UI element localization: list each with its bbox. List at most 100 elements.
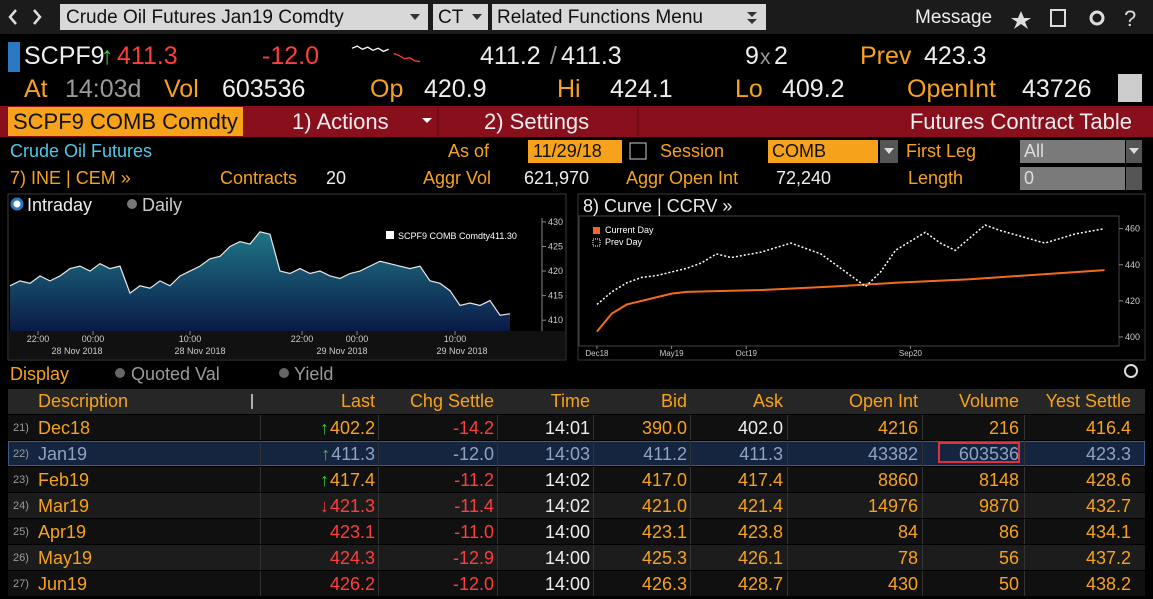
- cell-yest: 437.2: [1085, 548, 1131, 568]
- row-number: 21): [13, 422, 29, 434]
- security-marker: [8, 42, 20, 72]
- zoom-icon[interactable]: [1124, 364, 1138, 378]
- table-row[interactable]: [8, 571, 1145, 596]
- help-icon[interactable]: ?: [1124, 6, 1136, 31]
- as-of-field[interactable]: [528, 140, 622, 163]
- cell-border: [787, 493, 788, 518]
- calendar-icon[interactable]: [629, 142, 647, 160]
- menu-security[interactable]: [8, 107, 243, 136]
- cell-ask: 411.3: [739, 444, 783, 464]
- legend-value: 411.30: [490, 231, 517, 241]
- cell-border: [260, 519, 261, 544]
- dropdown-arrow: [1129, 148, 1139, 154]
- session-field[interactable]: [768, 140, 878, 163]
- cell-border: [922, 519, 923, 544]
- cell-chg: -11.0: [454, 522, 494, 542]
- radio[interactable]: [279, 368, 289, 378]
- table-row[interactable]: [8, 519, 1145, 544]
- cell-yest: 438.2: [1085, 574, 1131, 594]
- first-leg-value: All: [1024, 141, 1045, 161]
- launch-icon[interactable]: [1118, 74, 1142, 102]
- actions-menu[interactable]: 1) Actions: [292, 109, 389, 134]
- column-header: Chg Settle: [409, 391, 494, 411]
- cell-border: [260, 467, 261, 492]
- x-tick-label: May19: [660, 349, 685, 358]
- table-header-bg: [8, 389, 1145, 414]
- legend-label: SCPF9 COMB Comdty: [398, 231, 491, 241]
- cell-border: [787, 519, 788, 544]
- cell-border: [593, 441, 594, 466]
- aggr-oi-value: 72,240: [776, 168, 832, 188]
- x-tick-label: 00:00: [82, 334, 105, 344]
- cell-time: 14:00: [544, 522, 590, 542]
- exchange-link: 7) INE | CEM »: [10, 168, 131, 188]
- cell-border: [690, 415, 691, 440]
- y-tick-label: 420: [548, 266, 563, 276]
- curve-line: [596, 224, 1105, 306]
- x-tick-label: Sep20: [899, 349, 923, 358]
- cell-border: [593, 493, 594, 518]
- cell-border: [690, 493, 691, 518]
- highlight-box: [938, 442, 1020, 463]
- curve-link: 8) Curve | CCRV »: [583, 196, 733, 216]
- security-field[interactable]: [60, 4, 428, 30]
- cell-ask: 426.1: [737, 548, 783, 568]
- row-number: 25): [13, 526, 29, 538]
- cell-chg: -12.0: [452, 574, 494, 594]
- cell-border: [1024, 545, 1025, 570]
- cell-oi: 78: [897, 548, 918, 568]
- export-icon[interactable]: [1050, 9, 1066, 27]
- cell-border: [378, 441, 379, 466]
- contract-name: Jun19: [38, 574, 88, 594]
- radio[interactable]: [115, 368, 125, 378]
- table-row[interactable]: [8, 467, 1145, 492]
- cell-time: 14:00: [544, 548, 590, 568]
- x-tick-label: 10:00: [179, 334, 202, 344]
- favorite-icon[interactable]: [1011, 11, 1031, 29]
- back-button[interactable]: [8, 9, 17, 25]
- curve-name: Crude Oil Futures: [10, 141, 153, 161]
- bid-size: 9: [745, 42, 759, 70]
- quoted-val-option: Quoted Val: [131, 364, 220, 384]
- cell-border: [593, 545, 594, 570]
- intraday-tab: Intraday: [27, 195, 93, 215]
- cell-border: [497, 493, 498, 518]
- sparkline: [351, 45, 389, 53]
- cell-time: 14:02: [544, 496, 590, 516]
- forward-button[interactable]: [33, 9, 42, 25]
- op-label: Op: [370, 75, 404, 103]
- security-text: Crude Oil Futures Jan19 Comdty: [66, 7, 344, 28]
- contracts-value: 20: [326, 168, 347, 188]
- settings-menu[interactable]: 2) Settings: [484, 109, 590, 134]
- settings-icon[interactable]: [1089, 10, 1105, 26]
- related-menu[interactable]: [492, 4, 766, 30]
- y-tick-label: 430: [548, 217, 563, 227]
- table-row[interactable]: [8, 493, 1145, 518]
- cell-ask: 423.8: [737, 522, 783, 542]
- cell-border: [922, 467, 923, 492]
- cell-border: [497, 415, 498, 440]
- cell-border: [787, 467, 788, 492]
- first-leg-field[interactable]: [1020, 140, 1125, 163]
- cell-bid: 426.3: [641, 574, 687, 594]
- price-line: [9, 231, 511, 316]
- radio[interactable]: [127, 199, 137, 209]
- length-field[interactable]: [1020, 167, 1125, 190]
- cell-border: [1024, 519, 1025, 544]
- length-dropdown[interactable]: [1126, 167, 1142, 190]
- display-label: Display: [10, 364, 70, 384]
- cell-oi: 43382: [867, 444, 918, 464]
- cell-border: [593, 415, 594, 440]
- cell-last: 411.3: [331, 444, 375, 464]
- radio-selected[interactable]: [10, 197, 24, 211]
- change-arrow: ↑: [321, 444, 331, 464]
- table-row[interactable]: [8, 415, 1145, 440]
- time: 14:03d: [65, 75, 142, 103]
- date-label: 29 Nov 2018: [316, 346, 367, 356]
- cell-border: [593, 519, 594, 544]
- oi: 43726: [1022, 75, 1092, 103]
- cell-border: [378, 571, 379, 596]
- column-header: Last: [340, 391, 375, 411]
- table-row[interactable]: [8, 545, 1145, 570]
- cell-border: [497, 441, 498, 466]
